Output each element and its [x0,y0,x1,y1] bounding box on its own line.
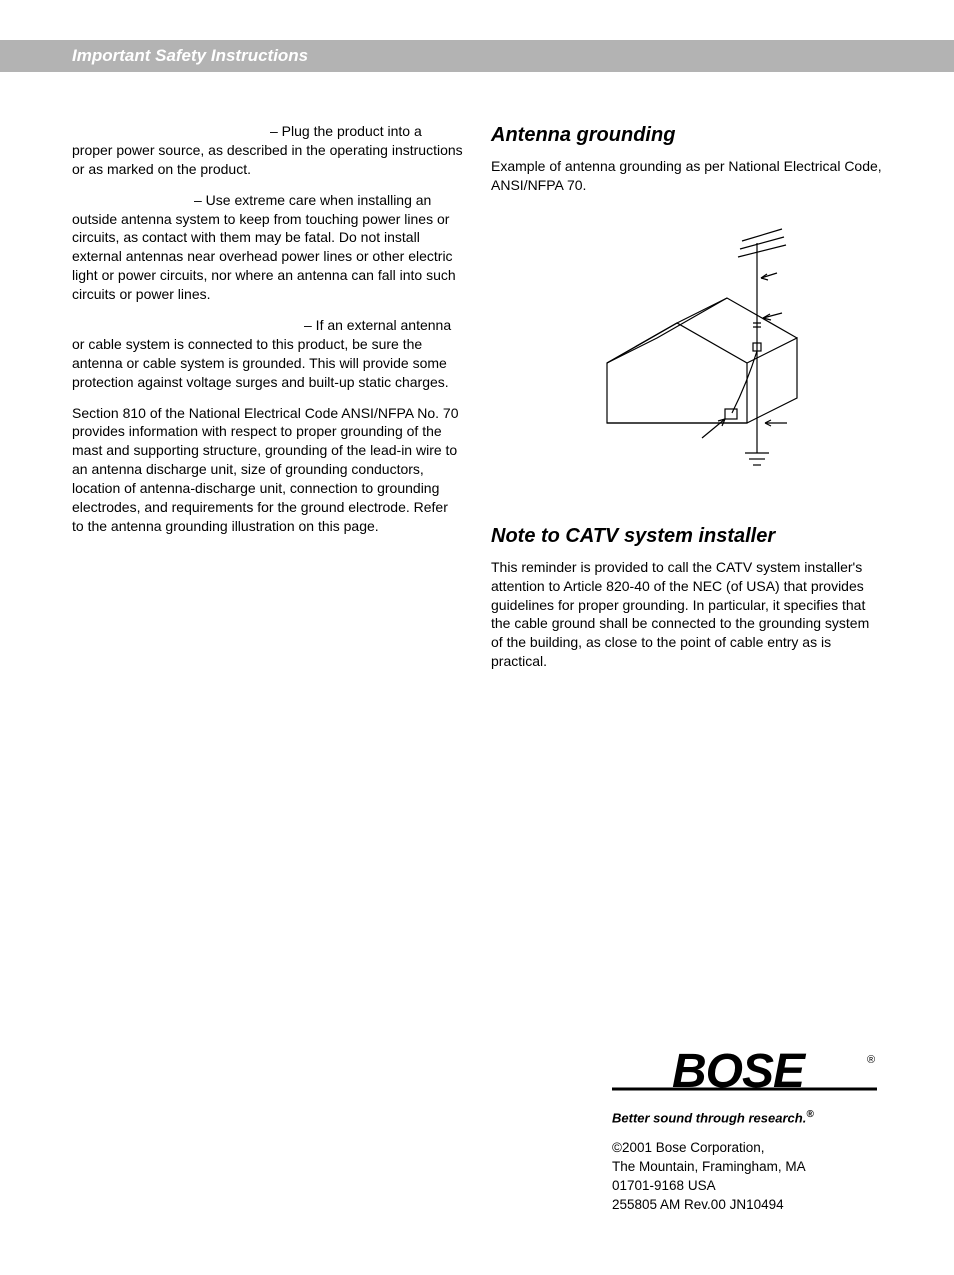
footer-line-address1: The Mountain, Framingham, MA [612,1158,882,1177]
brand-logo: BOSE ® Better sound through research.® [612,1045,882,1125]
para-catv-note: This reminder is provided to call the CA… [491,558,882,671]
tagline-text: Better sound through research. [612,1110,806,1125]
header-bar: Important Safety Instructions [0,40,954,72]
logo-text: BOSE [672,1045,807,1098]
footer: BOSE ® Better sound through research.® ©… [612,1045,882,1215]
para-antenna-care: – Use extreme care when installing an ou… [72,191,463,304]
para-power-source: – Plug the product into a proper power s… [72,122,463,179]
footer-text: ©2001 Bose Corporation, The Mountain, Fr… [612,1139,882,1215]
footer-line-copyright: ©2001 Bose Corporation, [612,1139,882,1158]
logo-tagline: Better sound through research.® [612,1109,882,1125]
heading-catv-installer: Note to CATV system installer [491,523,882,550]
content-area: – Plug the product into a proper power s… [0,72,954,683]
para-antenna-grounding: – If an external antenna or cable system… [72,316,463,392]
footer-line-partnum: 255805 AM Rev.00 JN10494 [612,1196,882,1215]
left-column: – Plug the product into a proper power s… [72,122,463,683]
antenna-diagram [491,223,882,483]
reg-mark: ® [867,1054,875,1066]
para-nec-section: Section 810 of the National Electrical C… [72,404,463,536]
right-column: Antenna grounding Example of antenna gro… [491,122,882,683]
house-antenna-svg [547,223,827,483]
tagline-reg: ® [806,1109,813,1120]
footer-line-address2: 01701-9168 USA [612,1177,882,1196]
heading-antenna-grounding: Antenna grounding [491,122,882,149]
para-antenna-example: Example of antenna grounding as per Nati… [491,157,882,195]
bose-logo-svg: BOSE ® [612,1045,877,1101]
header-title: Important Safety Instructions [72,46,308,66]
